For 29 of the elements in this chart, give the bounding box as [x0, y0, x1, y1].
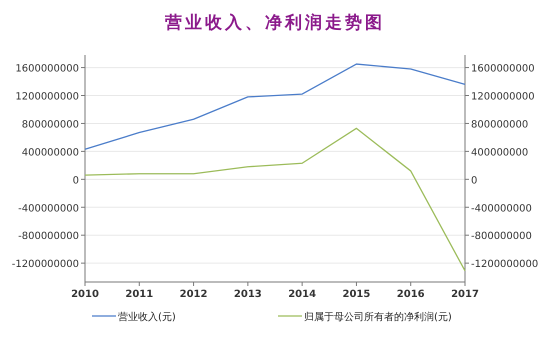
y-tick-label: 400000000 — [22, 147, 79, 158]
y2-tick-label: 800000000 — [471, 119, 528, 130]
legend-label: 归属于母公司所有者的净利润(元) — [304, 311, 452, 323]
y2-tick-label: 400000000 — [471, 147, 528, 158]
y-tick-label: 1600000000 — [15, 64, 79, 75]
x-tick-label: 2013 — [234, 289, 262, 300]
x-tick-label: 2010 — [71, 289, 99, 300]
y2-tick-label: 1200000000 — [471, 92, 535, 103]
x-tick-label: 2017 — [451, 289, 479, 300]
line-series — [84, 63, 466, 150]
y2-tick-label: -400000000 — [471, 203, 532, 214]
x-tick-label: 2015 — [342, 289, 370, 300]
y-tick-label: 1200000000 — [15, 92, 79, 103]
x-tick-label: 2016 — [396, 289, 425, 300]
x-tick-label: 2014 — [288, 289, 316, 300]
y-tick-label: -400000000 — [18, 203, 79, 214]
y2-tick-label: 1600000000 — [471, 64, 535, 75]
chart-title: 营业收入、净利润走势图 — [164, 13, 385, 33]
y2-tick-label: 0 — [471, 175, 478, 186]
y-tick-label: 0 — [72, 175, 79, 186]
line-series — [84, 128, 466, 272]
y-tick-label: -800000000 — [18, 231, 79, 242]
x-tick-label: 2012 — [180, 289, 208, 300]
legend-label: 营业收入(元) — [118, 311, 176, 323]
y2-tick-label: -800000000 — [471, 231, 532, 242]
x-tick-label: 2011 — [125, 289, 154, 300]
y-tick-label: -1200000000 — [12, 259, 79, 270]
y-tick-label: 800000000 — [22, 119, 79, 130]
y2-tick-label: -1200000000 — [471, 259, 538, 270]
